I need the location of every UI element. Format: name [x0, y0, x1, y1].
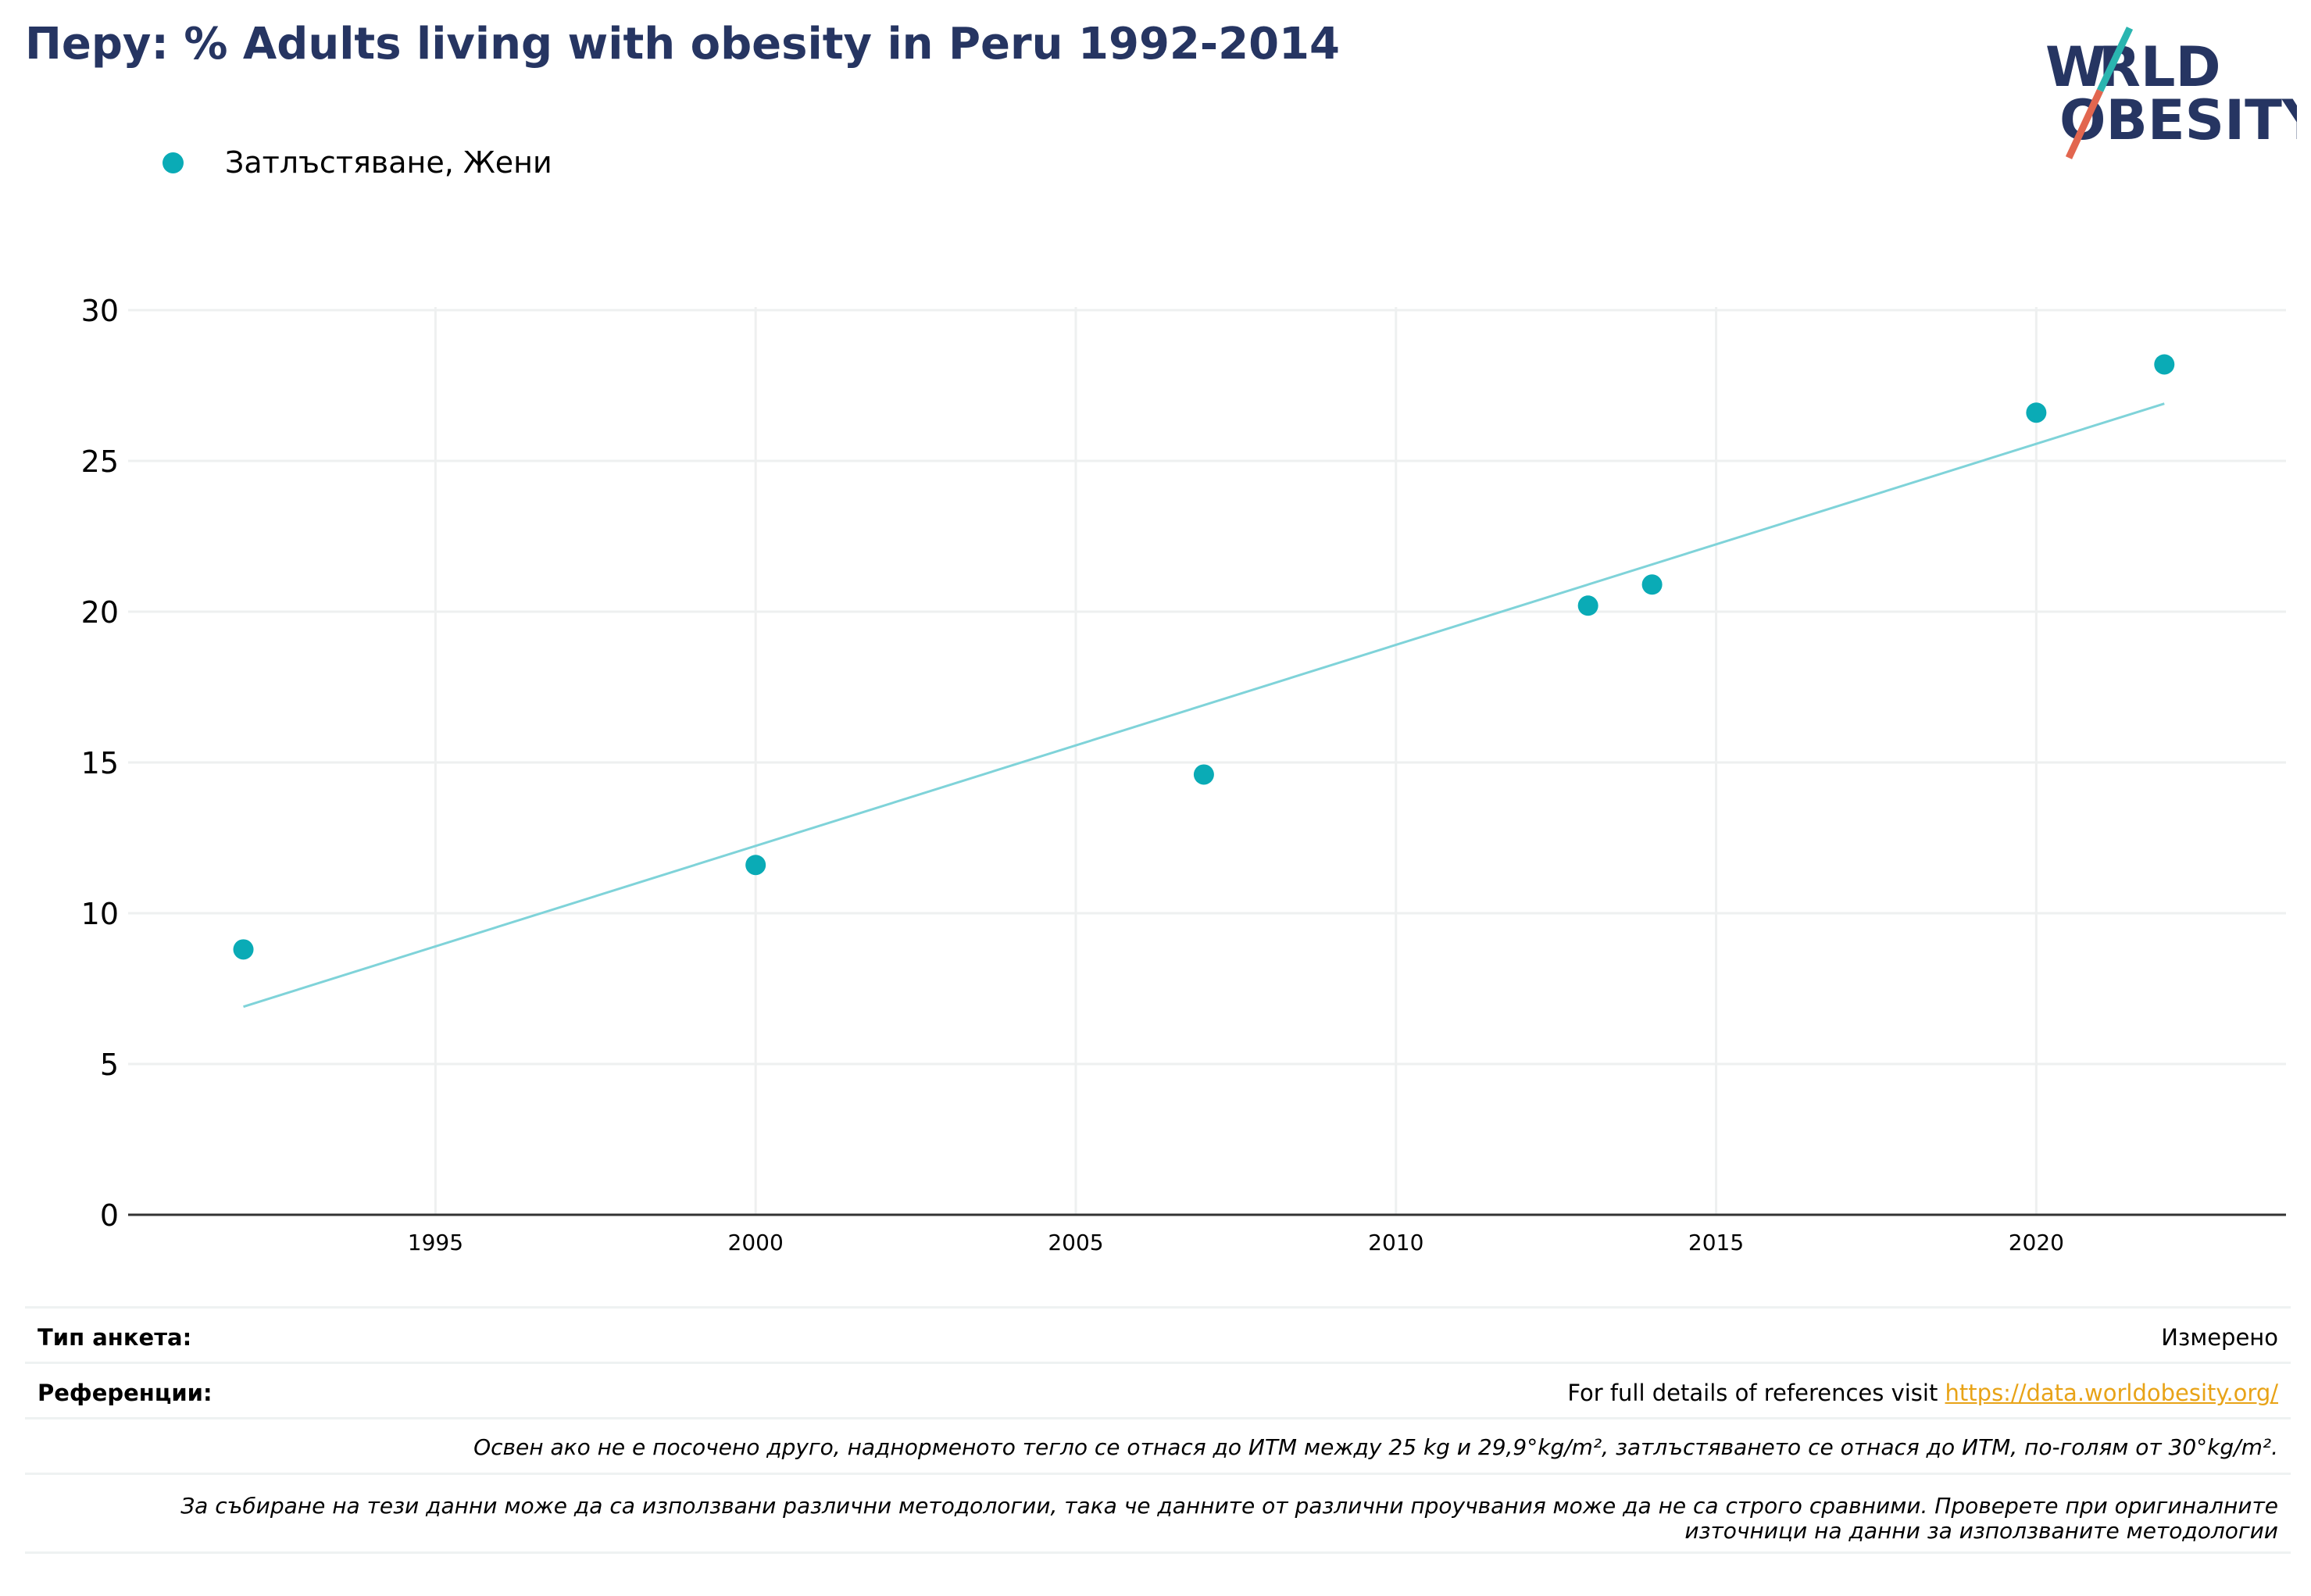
legend-label: Затлъстяване, Жени: [225, 145, 552, 180]
references-row: Референции: For full details of referenc…: [25, 1362, 2291, 1417]
methodology-note: За събиране на тези данни може да са изп…: [180, 1493, 2278, 1544]
data-point: [1577, 595, 1598, 616]
methodology-note-row: За събиране на тези данни може да са изп…: [25, 1473, 2291, 1554]
chart-plot: 0 5 10 15 20 25 30 1995 2000 2005 2010 2015 2020: [81, 294, 2286, 1255]
data-point: [2026, 402, 2047, 423]
legend-marker: [163, 152, 184, 173]
svg-text:W: W: [2045, 35, 2106, 99]
y-tick-label: 10: [81, 897, 119, 931]
references-text: For full details of references visit: [1567, 1380, 1945, 1406]
references-label: Референции:: [38, 1380, 213, 1406]
x-tick-label: 2020: [2009, 1230, 2064, 1255]
bmi-note: Освен ако не е посочено друго, наднормен…: [473, 1434, 2278, 1460]
x-tick-label: 1995: [408, 1230, 463, 1255]
y-tick-label: 30: [81, 294, 119, 328]
data-point: [2154, 354, 2175, 375]
data-point: [1193, 764, 1214, 785]
trend-line: [243, 402, 2165, 1009]
chart-footer: Тип анкета: Измерено Референции: For ful…: [25, 1306, 2291, 1554]
survey-type-label: Тип анкета:: [38, 1324, 192, 1351]
references-value: For full details of references visit htt…: [1567, 1380, 2278, 1406]
x-tick-label: 2010: [1368, 1230, 1423, 1255]
y-tick-label: 25: [81, 445, 119, 479]
x-tick-label: 2005: [1048, 1230, 1103, 1255]
x-tick-label: 2015: [1688, 1230, 1744, 1255]
data-point: [1641, 574, 1663, 595]
y-tick-label: 5: [100, 1048, 119, 1082]
references-link[interactable]: https://data.worldobesity.org/: [1945, 1380, 2278, 1406]
data-point: [745, 855, 766, 876]
survey-type-row: Тип анкета: Измерено: [25, 1306, 2291, 1362]
chart-title: Перу: % Adults living with obesity in Pe…: [25, 19, 1340, 70]
world-obesity-logo: W RLD O OBESITY: [2045, 27, 2297, 159]
y-tick-label: 0: [100, 1198, 119, 1233]
y-tick-label: 20: [81, 595, 119, 630]
y-tick-label: 15: [81, 746, 119, 780]
bmi-note-row: Освен ако не е посочено друго, наднормен…: [25, 1417, 2291, 1473]
survey-type-value: Измерено: [2161, 1324, 2278, 1351]
data-point: [233, 939, 254, 960]
x-tick-label: 2000: [728, 1230, 784, 1255]
